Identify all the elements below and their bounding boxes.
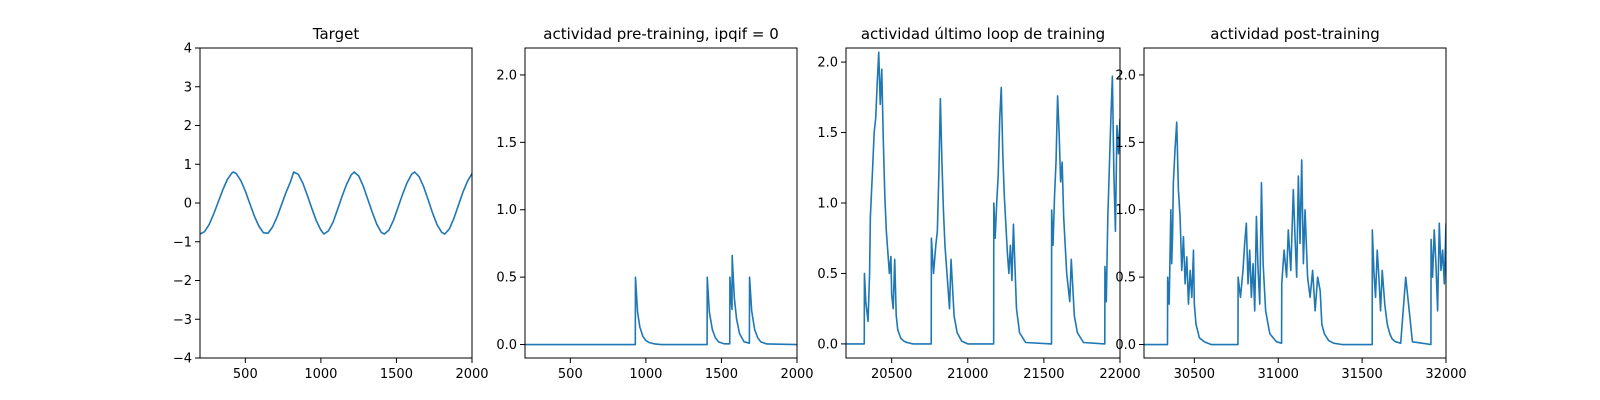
y-tick-label: 1.0 (817, 197, 838, 212)
x-tick-label: 30500 (1174, 367, 1215, 382)
series-line-1 (846, 51, 1120, 345)
series-line-1 (1144, 121, 1446, 346)
y-tick-label: 0.5 (1115, 271, 1136, 286)
x-tick-label: 2000 (455, 367, 488, 382)
series-line-1 (200, 171, 472, 235)
y-tick-label: 1.5 (1115, 136, 1136, 151)
axes-frame (524, 47, 798, 359)
y-tick-label: 0.0 (496, 338, 517, 353)
y-tick-label: 2.0 (1115, 68, 1136, 83)
chart-title: actividad último loop de training (861, 25, 1105, 43)
y-tick-label: 3 (184, 80, 192, 95)
y-tick-label: 1 (184, 158, 192, 173)
y-tick-label: 1.0 (496, 203, 517, 218)
x-tick-label: 1500 (705, 367, 738, 382)
y-tick-label: 1.0 (1115, 203, 1136, 218)
subplot-4: 30500 31000 31500 32000 0.0 0.5 1.0 1.5 2.0 activ… (1115, 25, 1466, 382)
y-tick-label: 0 (184, 197, 192, 212)
y-tick-label: 1.5 (496, 136, 517, 151)
x-tick-label: 500 (233, 367, 258, 382)
subplot-1: 500 1000 1500 2000 −4 −3 −2 −1 0 1 2 3 4 Target (173, 25, 489, 382)
x-tick-label: 20500 (871, 367, 912, 382)
chart-title: actividad pre-training, ipqif = 0 (543, 25, 779, 43)
x-tick-label: 31000 (1258, 367, 1299, 382)
y-tick-label: 0.5 (496, 271, 517, 286)
y-tick-label: −3 (173, 313, 192, 328)
subplot-2: 500 1000 1500 2000 0.0 0.5 1.0 1.5 2.0 actividad … (496, 25, 813, 382)
y-tick-label: 2 (184, 119, 192, 134)
x-tick-label: 22000 (1099, 367, 1140, 382)
x-tick-label: 21000 (947, 367, 988, 382)
x-tick-label: 1000 (304, 367, 337, 382)
y-tick-label: 0.0 (1115, 338, 1136, 353)
x-tick-label: 1500 (380, 367, 413, 382)
y-tick-label: 0.5 (817, 267, 838, 282)
y-tick-label: 4 (184, 42, 192, 57)
y-tick-label: −2 (173, 274, 192, 289)
series-line-1 (525, 254, 797, 346)
x-tick-label: 21500 (1023, 367, 1064, 382)
axes-frame (1143, 47, 1447, 359)
y-tick-label: −4 (173, 352, 192, 367)
chart-title: Target (312, 25, 360, 43)
x-tick-label: 500 (558, 367, 583, 382)
chart-title: actividad post-training (1210, 25, 1379, 43)
y-tick-label: 2.0 (496, 68, 517, 83)
subplot-3: 20500 21000 21500 22000 0.0 0.5 1.0 1.5 2.0 activ… (817, 25, 1140, 382)
x-tick-label: 32000 (1425, 367, 1466, 382)
subplot-panels: 500 1000 1500 2000 −4 −3 −2 −1 0 1 2 3 4 Target 500 100… (173, 25, 1467, 382)
y-tick-label: −1 (173, 235, 192, 250)
y-tick-label: 0.0 (817, 337, 838, 352)
x-tick-label: 1000 (629, 367, 662, 382)
y-tick-label: 1.5 (817, 126, 838, 141)
y-tick-label: 2.0 (817, 56, 838, 71)
x-tick-label: 2000 (780, 367, 813, 382)
x-tick-label: 31500 (1341, 367, 1382, 382)
